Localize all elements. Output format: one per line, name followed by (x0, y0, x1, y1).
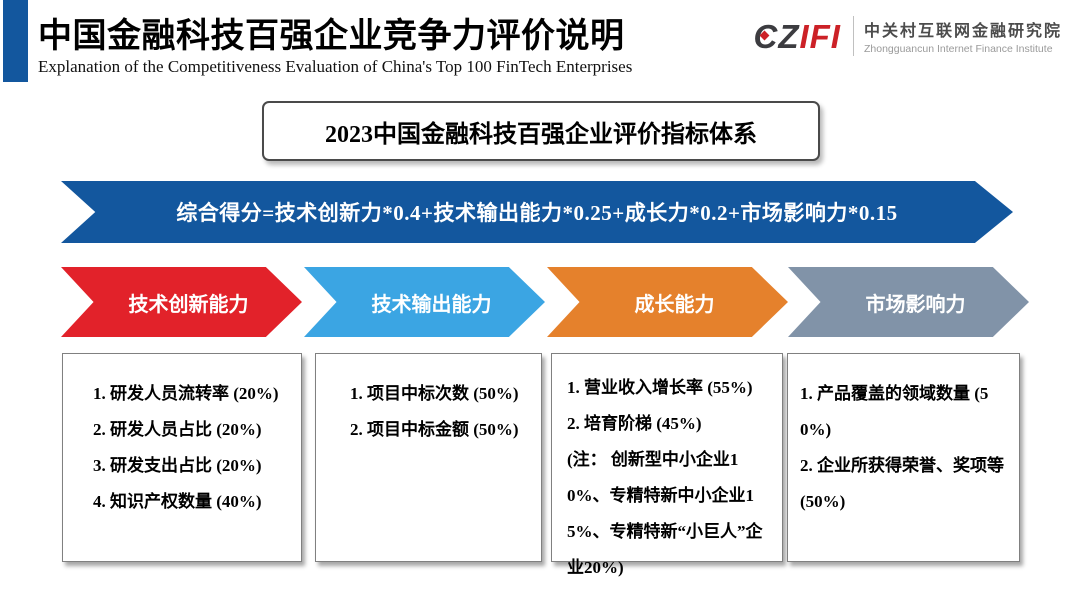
institute-logo: CZIFI 中关村互联网金融研究院 Zhongguancun Internet … (753, 12, 1062, 60)
indicator-item: 1. 产品覆盖的领域数量 (50%) (800, 384, 989, 439)
dimension-arrow-growth: 成长能力 (547, 267, 788, 337)
indicator-box-tech-innovation: 1. 研发人员流转率 (20%) 2. 研发人员占比 (20%) 3. 研发支出… (62, 353, 302, 562)
page-subtitle: Explanation of the Competitiveness Evalu… (38, 57, 633, 76)
indicator-item: 3. 研发支出占比 (20%) (93, 456, 262, 475)
logo-mark-ifi: IFI (799, 17, 841, 55)
dimension-arrow-tech-output: 技术输出能力 (304, 267, 545, 337)
indicator-item: 1. 项目中标次数 (50%) (350, 384, 519, 403)
indicator-item: 1. 研发人员流转率 (20%) (93, 384, 279, 403)
logo-separator (852, 16, 854, 56)
indicator-box-market-influence: 1. 产品覆盖的领域数量 (50%) 2. 企业所获得荣誉、奖项等 (50%) (787, 353, 1020, 562)
system-title-box: 2023中国金融科技百强企业评价指标体系 (262, 101, 820, 161)
dimension-arrow-tech-innovation: 技术创新能力 (61, 267, 302, 337)
indicator-item: 2. 企业所获得荣誉、奖项等 (50%) (800, 456, 1004, 511)
czifi-logo-icon: CZIFI (753, 20, 841, 53)
system-title: 2023中国金融科技百强企业评价指标体系 (325, 121, 757, 148)
formula-banner-arrow: 综合得分=技术创新力*0.4+技术输出能力*0.25+成长力*0.2+市场影响力… (61, 181, 1013, 243)
indicator-box-growth: 1. 营业收入增长率 (55%) 2. 培育阶梯 (45%) (注： 创新型中小… (551, 353, 783, 577)
indicator-item: 2. 研发人员占比 (20%) (93, 420, 262, 439)
dimension-label: 技术输出能力 (371, 293, 492, 316)
dimension-arrow-market-influence: 市场影响力 (788, 267, 1029, 337)
logo-text: 中关村互联网金融研究院 Zhongguancun Internet Financ… (864, 17, 1062, 55)
indicator-item: 1. 营业收入增长率 (55%) (567, 378, 753, 397)
dimension-label: 成长能力 (634, 293, 715, 316)
dimension-label: 技术创新能力 (128, 293, 249, 316)
indicator-item: 2. 项目中标金额 (50%) (350, 420, 519, 439)
institute-name-cn: 中关村互联网金融研究院 (863, 23, 1062, 40)
indicator-item: 2. 培育阶梯 (45%) (567, 414, 702, 433)
indicator-item-note: (注： 创新型中小企业10%、专精特新中小企业15%、专精特新“小巨人”企业20… (567, 450, 763, 577)
indicator-item: 4. 知识产权数量 (40%) (93, 492, 262, 511)
page-title: 中国金融科技百强企业竞争力评价说明 (38, 18, 625, 55)
title-accent-bar (3, 0, 28, 82)
formula-text: 综合得分=技术创新力*0.4+技术输出能力*0.25+成长力*0.2+市场影响力… (176, 201, 898, 225)
dimension-label: 市场影响力 (865, 293, 966, 316)
institute-name-en: Zhongguancun Internet Finance Institute (863, 43, 1053, 55)
indicator-box-tech-output: 1. 项目中标次数 (50%) 2. 项目中标金额 (50%) (315, 353, 542, 562)
